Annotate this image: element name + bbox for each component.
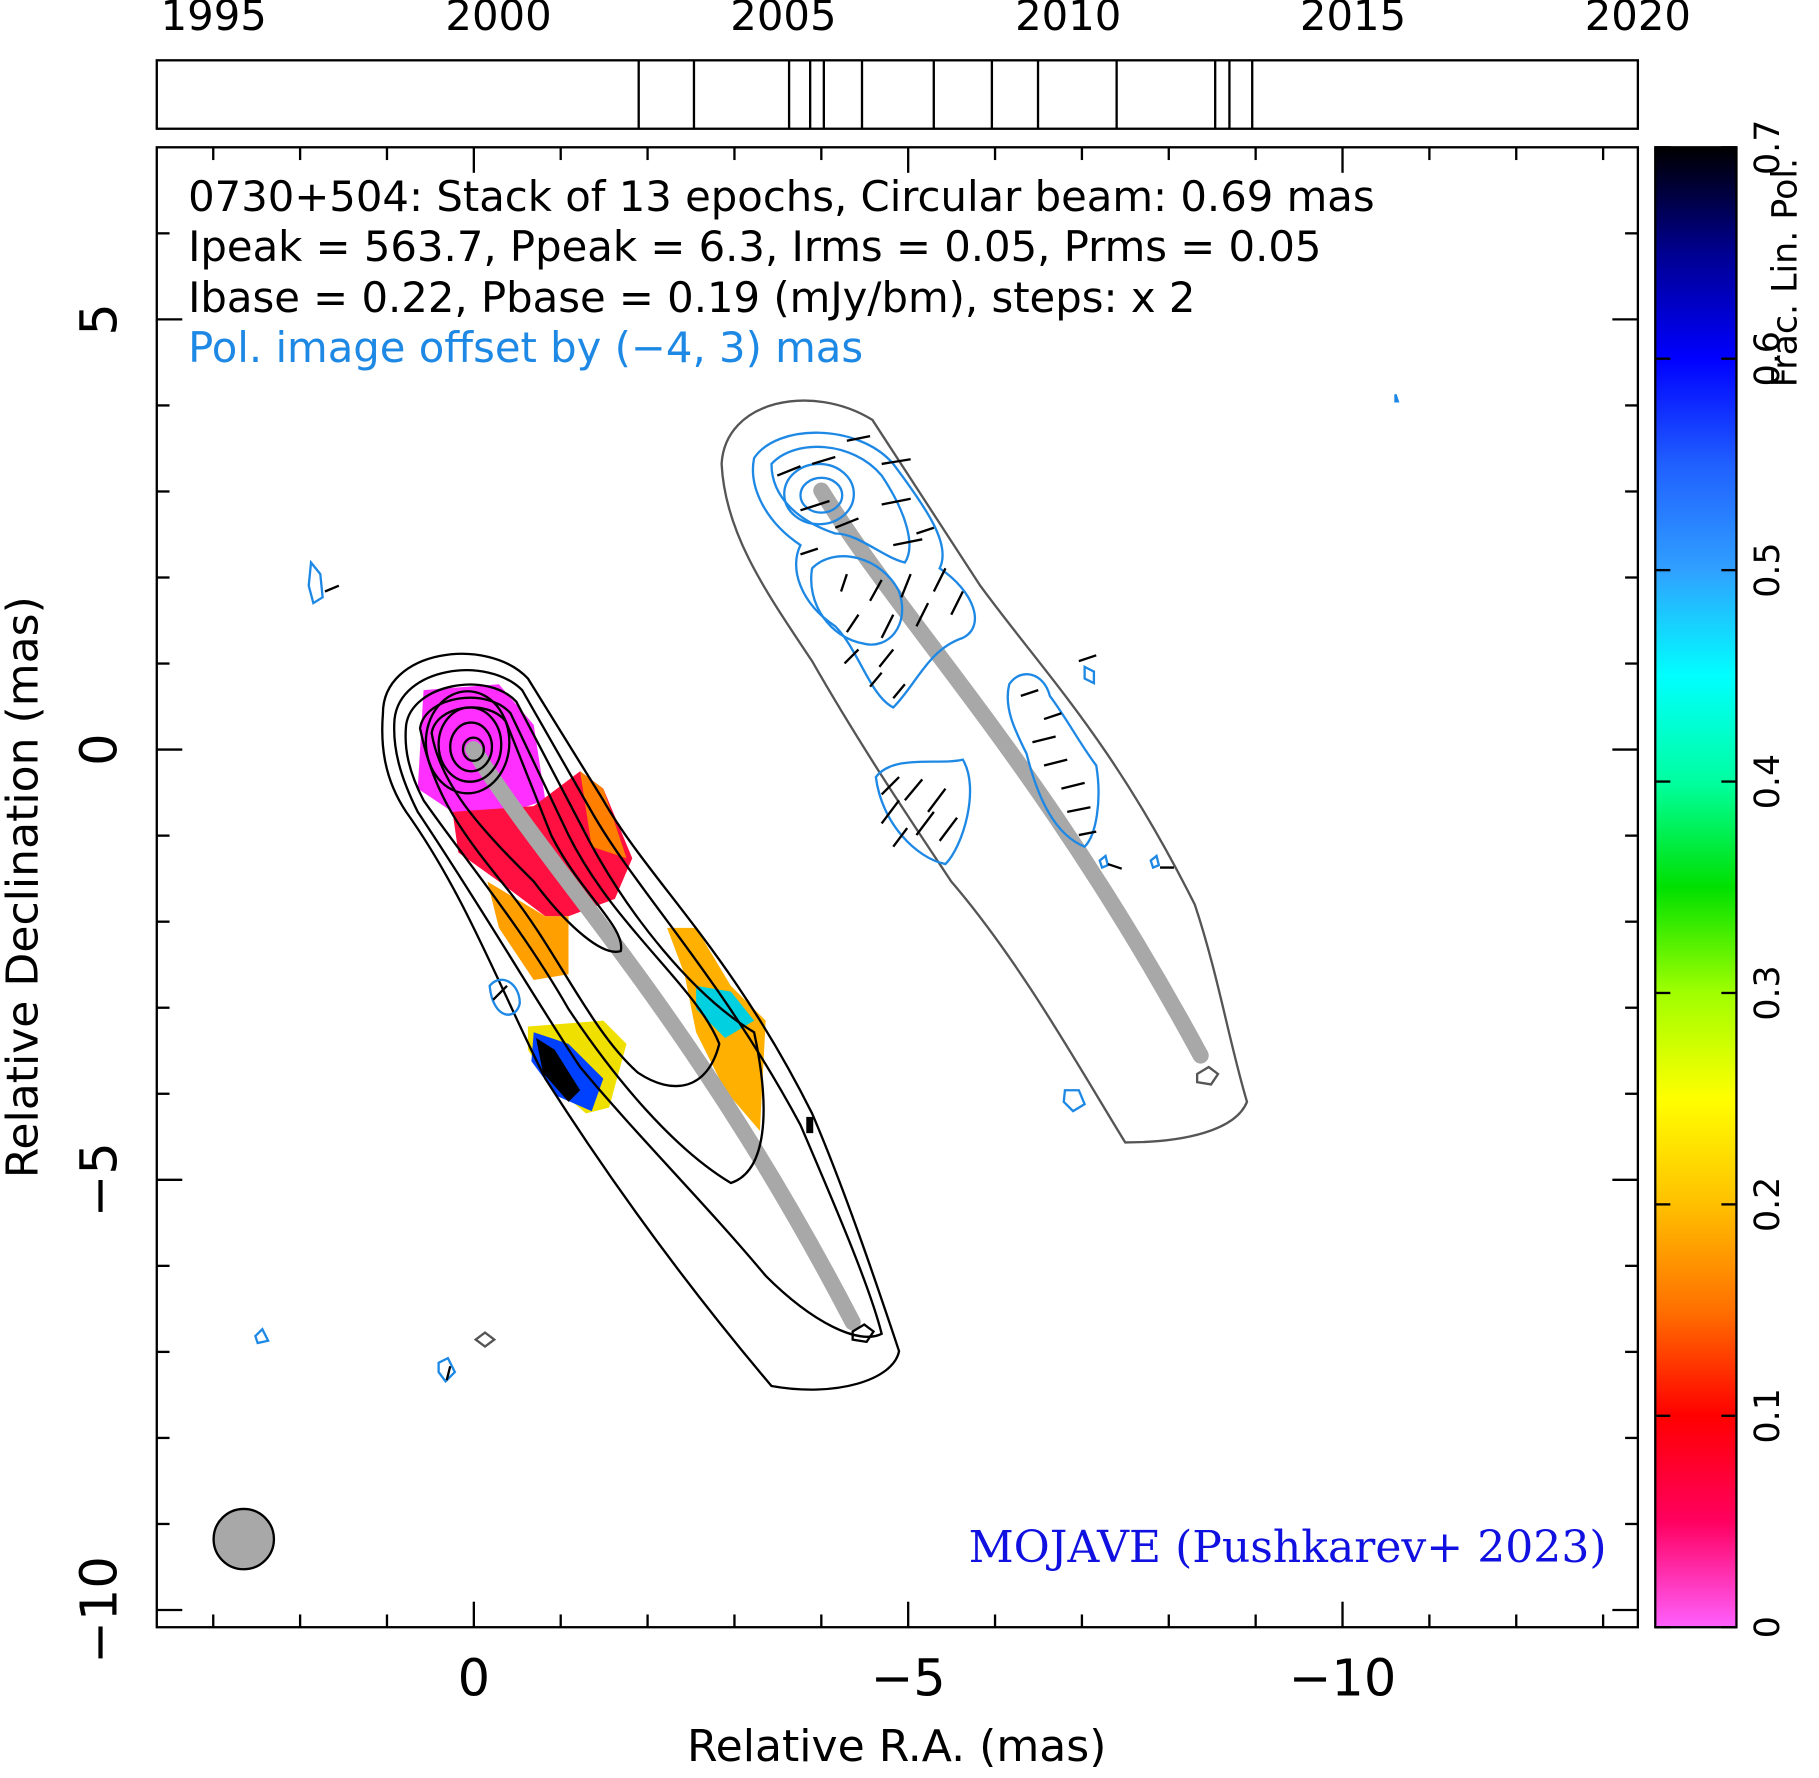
year-label: 2015 <box>1300 0 1406 40</box>
y-tick-label: 5 <box>70 303 129 335</box>
plot-frame <box>155 146 1640 1629</box>
offset-i-contour <box>473 399 1249 1348</box>
colorbar-tick-label: 0.1 <box>1748 1388 1788 1443</box>
annotation: Ibase = 0.22, Pbase = 0.19 (mJy/bm), ste… <box>188 273 1195 322</box>
pol-patch <box>536 1038 581 1102</box>
y-axis-label: Relative Declination (mas) <box>0 596 49 1178</box>
credit: MOJAVE (Pushkarev+ 2023) <box>969 1522 1607 1573</box>
pol-patch <box>487 881 569 981</box>
evpa-ticks <box>324 434 1174 1381</box>
contour-map <box>212 393 1400 1571</box>
colorbar-tick-label: 0.5 <box>1748 542 1788 597</box>
x-axis-label: Relative R.A. (mas) <box>687 1721 1106 1772</box>
colorbar-tick-label: 0.6 <box>1748 331 1788 386</box>
colorbar-tick-label: 0.4 <box>1748 754 1788 809</box>
annotation: Pol. image offset by (−4, 3) mas <box>188 323 863 372</box>
x-tick-label: −5 <box>871 1650 946 1709</box>
y-tick-label: 0 <box>70 733 129 765</box>
colorbar-tick-label: 0.7 <box>1748 120 1788 175</box>
colorbar-tick-label: 0.3 <box>1748 965 1788 1020</box>
ridge-line <box>813 482 1209 1064</box>
stokes-i-contours <box>381 652 901 1391</box>
pol-patch <box>580 771 627 859</box>
year-label: 1995 <box>161 0 267 40</box>
beam <box>212 1507 276 1571</box>
timeline-frame <box>155 59 1640 130</box>
pol-patch <box>806 1116 814 1134</box>
annotation: Ipeak = 563.7, Ppeak = 6.3, Irms = 0.05,… <box>188 222 1321 271</box>
colorbar-tick-label: 0 <box>1748 1616 1788 1638</box>
x-tick-label: −10 <box>1289 1650 1397 1709</box>
y-tick-label: −5 <box>70 1142 129 1217</box>
x-tick-label: 0 <box>458 1650 490 1709</box>
annotation: 0730+504: Stack of 13 epochs, Circular b… <box>188 172 1375 221</box>
year-label: 2020 <box>1585 0 1691 40</box>
y-tick-label: −10 <box>70 1556 129 1664</box>
year-label: 2005 <box>730 0 836 40</box>
year-label: 2010 <box>1015 0 1121 40</box>
colorbar-label: Frac. Lin. Pol. <box>1765 158 1805 387</box>
pol-contours <box>228 393 1400 1530</box>
colorbar-tick-label: 0.2 <box>1748 1177 1788 1232</box>
year-label: 2000 <box>445 0 551 40</box>
ridge-line <box>465 741 861 1331</box>
colorbar <box>1654 146 1738 1629</box>
